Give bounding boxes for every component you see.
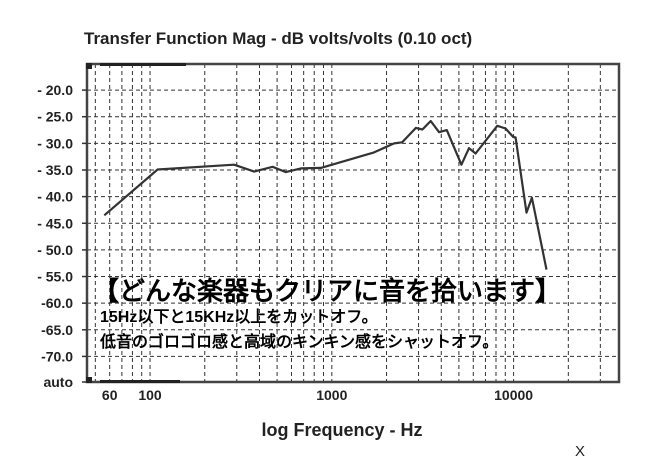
frame-bar-bottom [100, 380, 180, 383]
y-tick-label: - 20.0 [37, 82, 73, 98]
y-tick-label: - 40.0 [37, 189, 73, 205]
series-line [103, 119, 548, 270]
x-tick-label: 100 [138, 387, 162, 403]
y-tick-label: auto [43, 374, 73, 390]
y-tick-label: - 50.0 [37, 242, 73, 258]
x-tick-label: 60 [102, 387, 118, 403]
frame-corner-top [86, 63, 92, 69]
y-tick-label: - 25.0 [37, 109, 73, 125]
annotation-headline: 【どんな楽器もクリアに音を拾います】 [93, 276, 561, 306]
y-tick-label: - 55.0 [37, 269, 73, 285]
y-tick-label: - 30.0 [37, 135, 73, 151]
x-axis: 60 100 1000 10000 [102, 387, 533, 403]
y-tick-label: -60.0 [41, 295, 73, 311]
annotation-line-2: 低音のゴロゴロ感と高域のキンキン感をシャットオフ。 [99, 332, 498, 351]
annotation-line-1: 15Hz以下と15KHz以上をカットオフ。 [100, 308, 378, 326]
y-tick-label: -65.0 [41, 322, 73, 338]
x-tick-label: 1000 [316, 387, 347, 403]
x-tick-label: 10000 [494, 387, 533, 403]
grid [87, 64, 619, 382]
y-tick-label: -70.0 [41, 348, 73, 364]
y-tick-label: - 45.0 [37, 215, 73, 231]
x-axis-label: log Frequency - Hz [261, 420, 422, 440]
chart-title: Transfer Function Mag - dB volts/volts (… [84, 29, 472, 48]
close-x-mark[interactable]: X [575, 443, 585, 457]
y-tick-label: - 35.0 [37, 162, 73, 178]
frame-corner-bottom [86, 377, 92, 383]
frame-bar-top [100, 63, 186, 66]
y-axis: - 20.0 - 25.0 - 30.0 - 35.0 - 40.0 - 45.0 - 50… [37, 82, 87, 390]
